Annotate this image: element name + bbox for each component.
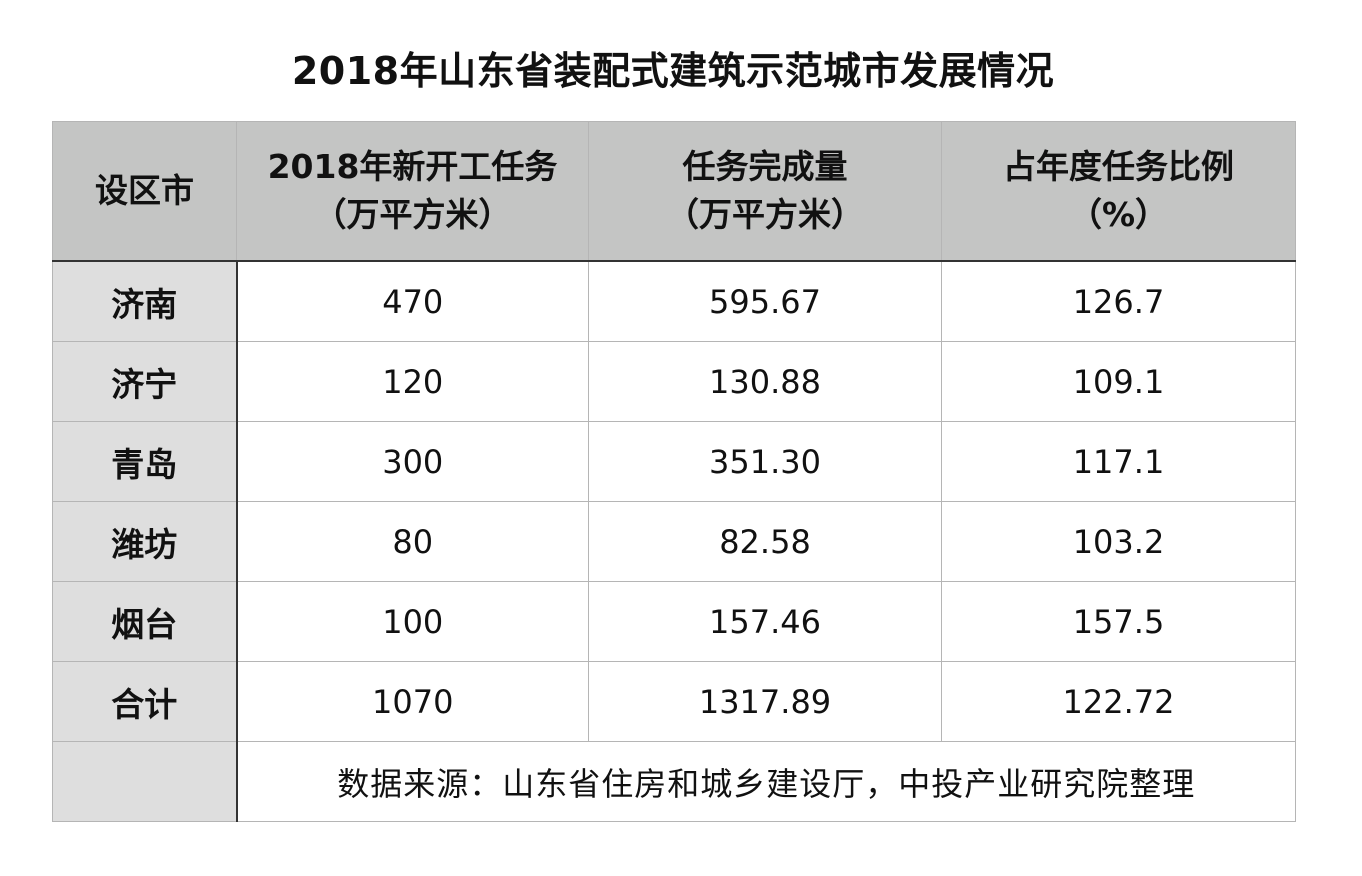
completed-cell: 351.30 — [588, 421, 942, 502]
table-row: 济南 470 595.67 126.7 — [52, 260, 1296, 342]
header-cell-new-tasks: 2018年新开工任务 （万平方米） — [236, 121, 589, 262]
new-tasks-cell: 300 — [236, 421, 589, 502]
new-tasks-cell: 80 — [236, 501, 589, 582]
new-tasks-cell: 1070 — [236, 661, 589, 742]
header-unit: （万平方米） — [313, 195, 512, 234]
header-unit: （%） — [1068, 195, 1169, 234]
completed-cell: 157.46 — [588, 581, 942, 662]
empty-cell — [52, 741, 238, 822]
ratio-cell: 126.7 — [941, 260, 1296, 342]
header-cell-ratio: 占年度任务比例 （%） — [941, 121, 1296, 262]
table-row: 青岛 300 351.30 117.1 — [52, 421, 1296, 502]
table-row-total: 合计 1070 1317.89 122.72 — [52, 661, 1296, 742]
header-line: 设区市 — [95, 171, 194, 210]
new-tasks-cell: 470 — [236, 260, 589, 342]
header-line: 2018年新开工任务 — [267, 147, 558, 186]
table-row: 济宁 120 130.88 109.1 — [52, 341, 1296, 422]
new-tasks-cell: 120 — [236, 341, 589, 422]
ratio-cell: 117.1 — [941, 421, 1296, 502]
completed-cell: 82.58 — [588, 501, 942, 582]
completed-cell: 1317.89 — [588, 661, 942, 742]
city-cell: 济南 — [52, 260, 238, 342]
city-cell: 合计 — [52, 661, 238, 742]
header-line: 占年度任务比例 — [1003, 147, 1234, 186]
header-cell-completed: 任务完成量 （万平方米） — [588, 121, 942, 262]
source-row: 数据来源：山东省住房和城乡建设厅，中投产业研究院整理 — [52, 741, 1296, 822]
page-title: 2018年山东省装配式建筑示范城市发展情况 — [291, 49, 1055, 93]
ratio-cell: 109.1 — [941, 341, 1296, 422]
ratio-cell: 157.5 — [941, 581, 1296, 662]
completed-cell: 130.88 — [588, 341, 942, 422]
table-row: 潍坊 80 82.58 103.2 — [52, 501, 1296, 582]
city-cell: 济宁 — [52, 341, 238, 422]
completed-cell: 595.67 — [588, 260, 942, 342]
header-cell-city: 设区市 — [52, 121, 237, 262]
ratio-cell: 122.72 — [941, 661, 1296, 742]
header-unit: （万平方米） — [666, 195, 864, 234]
header-line: 任务完成量 — [682, 147, 848, 186]
city-cell: 潍坊 — [52, 501, 238, 582]
city-cell: 烟台 — [52, 581, 238, 662]
table-row: 烟台 100 157.46 157.5 — [52, 581, 1296, 662]
ratio-cell: 103.2 — [941, 501, 1296, 582]
header-row: 设区市 2018年新开工任务 （万平方米） 任务完成量 （万平方米） 占年度任务… — [52, 121, 1296, 262]
data-table: 设区市 2018年新开工任务 （万平方米） 任务完成量 （万平方米） 占年度任务… — [52, 121, 1296, 822]
city-cell: 青岛 — [52, 421, 238, 502]
new-tasks-cell: 100 — [236, 581, 589, 662]
source-note: 数据来源：山东省住房和城乡建设厅，中投产业研究院整理 — [236, 741, 1296, 822]
